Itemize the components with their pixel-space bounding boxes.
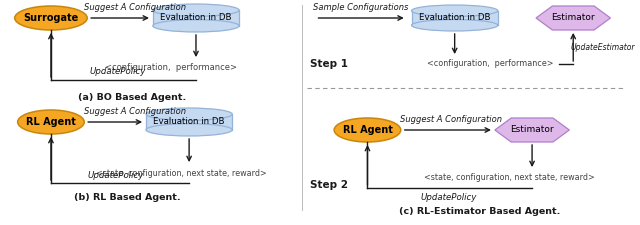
Text: Suggest A Configuration: Suggest A Configuration [84,108,186,117]
Polygon shape [495,118,570,142]
Text: RL Agent: RL Agent [342,125,392,135]
Text: Evaluation in DB: Evaluation in DB [160,14,232,22]
Text: RL Agent: RL Agent [26,117,76,127]
Text: UpdatePolicy: UpdatePolicy [420,194,477,202]
Text: UpdatePolicy: UpdatePolicy [88,171,144,180]
Ellipse shape [146,108,232,120]
Text: Surrogate: Surrogate [23,13,79,23]
Text: <configuration,  performance>: <configuration, performance> [106,63,237,72]
Ellipse shape [15,6,87,30]
Text: Sample Configurations: Sample Configurations [313,4,408,13]
Text: <state, configuration, next state, reward>: <state, configuration, next state, rewar… [424,173,595,182]
Ellipse shape [153,20,239,32]
Text: Estimator: Estimator [552,14,595,22]
Ellipse shape [412,20,498,31]
FancyBboxPatch shape [412,11,498,25]
Text: Estimator: Estimator [510,126,554,135]
Text: <configuration,  performance>: <configuration, performance> [427,59,553,68]
Text: (a) BO Based Agent.: (a) BO Based Agent. [78,94,186,103]
Text: UpdatePolicy: UpdatePolicy [90,68,146,76]
Text: <state, configuration, next state, reward>: <state, configuration, next state, rewar… [96,169,267,178]
Text: (b) RL Based Agent.: (b) RL Based Agent. [74,194,180,202]
Ellipse shape [334,118,401,142]
Ellipse shape [412,5,498,16]
Polygon shape [536,6,611,30]
Text: Evaluation in DB: Evaluation in DB [419,14,490,22]
Ellipse shape [18,110,84,134]
FancyBboxPatch shape [146,114,232,130]
Ellipse shape [153,4,239,16]
FancyBboxPatch shape [153,10,239,26]
Ellipse shape [146,124,232,136]
Text: (c) RL-Estimator Based Agent.: (c) RL-Estimator Based Agent. [399,207,561,216]
Text: UpdateEstimator: UpdateEstimator [570,43,635,52]
Text: Evaluation in DB: Evaluation in DB [154,117,225,126]
Text: Suggest A Configuration: Suggest A Configuration [400,115,502,124]
Text: Step 1: Step 1 [310,59,348,69]
Text: Step 2: Step 2 [310,180,348,190]
Text: Suggest A Configuration: Suggest A Configuration [84,4,186,13]
